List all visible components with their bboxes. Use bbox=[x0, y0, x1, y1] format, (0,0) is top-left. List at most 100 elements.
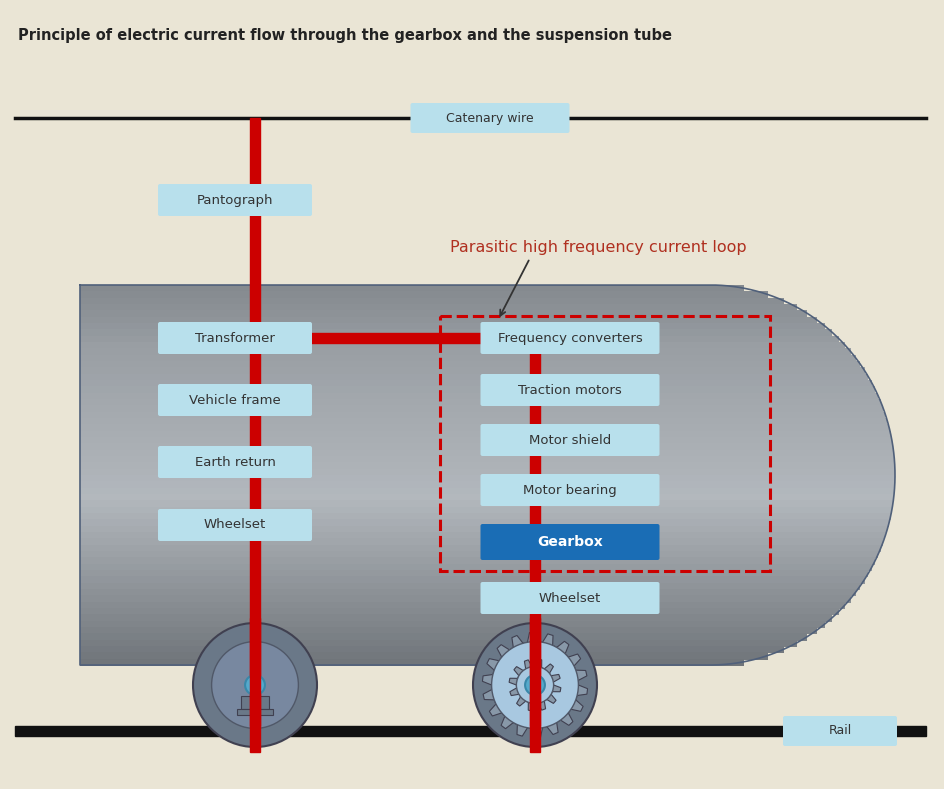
Text: Frequency converters: Frequency converters bbox=[497, 331, 642, 345]
Bar bbox=[80, 532, 710, 540]
Bar bbox=[710, 437, 892, 444]
Bar bbox=[80, 602, 710, 609]
Bar bbox=[80, 335, 710, 343]
Bar bbox=[710, 551, 878, 559]
Bar bbox=[710, 387, 875, 394]
Bar bbox=[710, 500, 893, 507]
Bar bbox=[710, 653, 767, 660]
Text: Transformer: Transformer bbox=[195, 331, 275, 345]
Bar bbox=[80, 374, 710, 381]
Bar bbox=[80, 361, 710, 368]
Bar bbox=[710, 348, 851, 356]
Bar bbox=[80, 544, 710, 552]
Text: Gearbox: Gearbox bbox=[537, 535, 603, 549]
Text: Traction motors: Traction motors bbox=[518, 383, 622, 397]
Bar bbox=[710, 519, 889, 527]
Bar bbox=[710, 469, 895, 476]
Bar bbox=[80, 563, 710, 571]
Bar bbox=[80, 380, 710, 387]
Bar bbox=[710, 513, 890, 520]
Bar bbox=[80, 519, 710, 527]
Bar bbox=[80, 406, 710, 413]
Circle shape bbox=[492, 641, 579, 728]
Text: Principle of electric current flow through the gearbox and the suspension tube: Principle of electric current flow throu… bbox=[18, 28, 672, 43]
Bar bbox=[710, 443, 893, 451]
Bar bbox=[80, 456, 710, 463]
Bar bbox=[710, 596, 851, 603]
Bar bbox=[710, 646, 784, 653]
Text: Motor bearing: Motor bearing bbox=[523, 484, 616, 496]
Bar bbox=[710, 399, 881, 406]
Bar bbox=[710, 538, 884, 546]
Circle shape bbox=[193, 623, 317, 747]
Bar bbox=[710, 329, 833, 337]
Bar bbox=[80, 387, 710, 394]
FancyBboxPatch shape bbox=[158, 184, 312, 216]
Bar bbox=[80, 596, 710, 603]
FancyBboxPatch shape bbox=[480, 322, 660, 354]
Bar bbox=[80, 551, 710, 559]
FancyBboxPatch shape bbox=[158, 322, 312, 354]
Bar bbox=[80, 285, 710, 293]
Bar bbox=[710, 418, 887, 425]
FancyBboxPatch shape bbox=[783, 716, 897, 746]
Bar bbox=[80, 525, 710, 533]
Bar bbox=[710, 602, 845, 609]
Bar bbox=[80, 494, 710, 501]
Bar bbox=[15, 726, 926, 736]
Bar bbox=[250, 618, 260, 752]
Bar bbox=[710, 374, 868, 381]
FancyBboxPatch shape bbox=[158, 446, 312, 478]
Bar bbox=[710, 368, 865, 375]
Bar bbox=[80, 488, 710, 495]
Bar bbox=[80, 368, 710, 375]
Bar bbox=[710, 589, 855, 596]
Bar bbox=[710, 450, 894, 457]
FancyBboxPatch shape bbox=[480, 524, 660, 560]
Bar bbox=[80, 634, 710, 641]
Bar bbox=[710, 640, 797, 647]
Bar bbox=[710, 304, 797, 312]
Bar bbox=[710, 285, 744, 293]
Bar bbox=[710, 659, 744, 666]
Bar bbox=[80, 538, 710, 546]
Bar bbox=[710, 608, 839, 615]
Bar bbox=[710, 323, 825, 331]
FancyBboxPatch shape bbox=[411, 103, 569, 133]
Bar bbox=[80, 608, 710, 615]
Bar bbox=[80, 424, 710, 432]
FancyBboxPatch shape bbox=[480, 582, 660, 614]
Text: Pantograph: Pantograph bbox=[196, 193, 273, 207]
Bar bbox=[710, 563, 872, 571]
Bar bbox=[710, 291, 767, 299]
Circle shape bbox=[211, 641, 298, 728]
Bar bbox=[80, 418, 710, 425]
Bar bbox=[80, 576, 710, 584]
Bar bbox=[80, 348, 710, 356]
Text: Parasitic high frequency current loop: Parasitic high frequency current loop bbox=[450, 240, 747, 255]
Bar bbox=[80, 507, 710, 514]
Bar bbox=[80, 627, 710, 634]
Bar bbox=[80, 393, 710, 400]
FancyBboxPatch shape bbox=[158, 509, 312, 541]
Bar bbox=[80, 589, 710, 596]
Bar bbox=[710, 557, 875, 565]
Polygon shape bbox=[482, 632, 587, 738]
Bar bbox=[250, 118, 260, 726]
Bar bbox=[710, 621, 825, 628]
Bar bbox=[710, 576, 865, 584]
Bar bbox=[80, 450, 710, 457]
Bar bbox=[80, 621, 710, 628]
FancyBboxPatch shape bbox=[480, 424, 660, 456]
Text: Earth return: Earth return bbox=[194, 455, 276, 469]
Bar bbox=[80, 329, 710, 337]
Bar bbox=[80, 399, 710, 406]
Bar bbox=[710, 475, 895, 482]
Bar bbox=[80, 475, 710, 482]
Bar bbox=[710, 456, 894, 463]
Text: Wheelset: Wheelset bbox=[539, 592, 601, 604]
Text: Rail: Rail bbox=[829, 724, 851, 738]
Bar bbox=[710, 507, 892, 514]
Bar bbox=[80, 342, 710, 350]
Bar bbox=[710, 570, 868, 578]
